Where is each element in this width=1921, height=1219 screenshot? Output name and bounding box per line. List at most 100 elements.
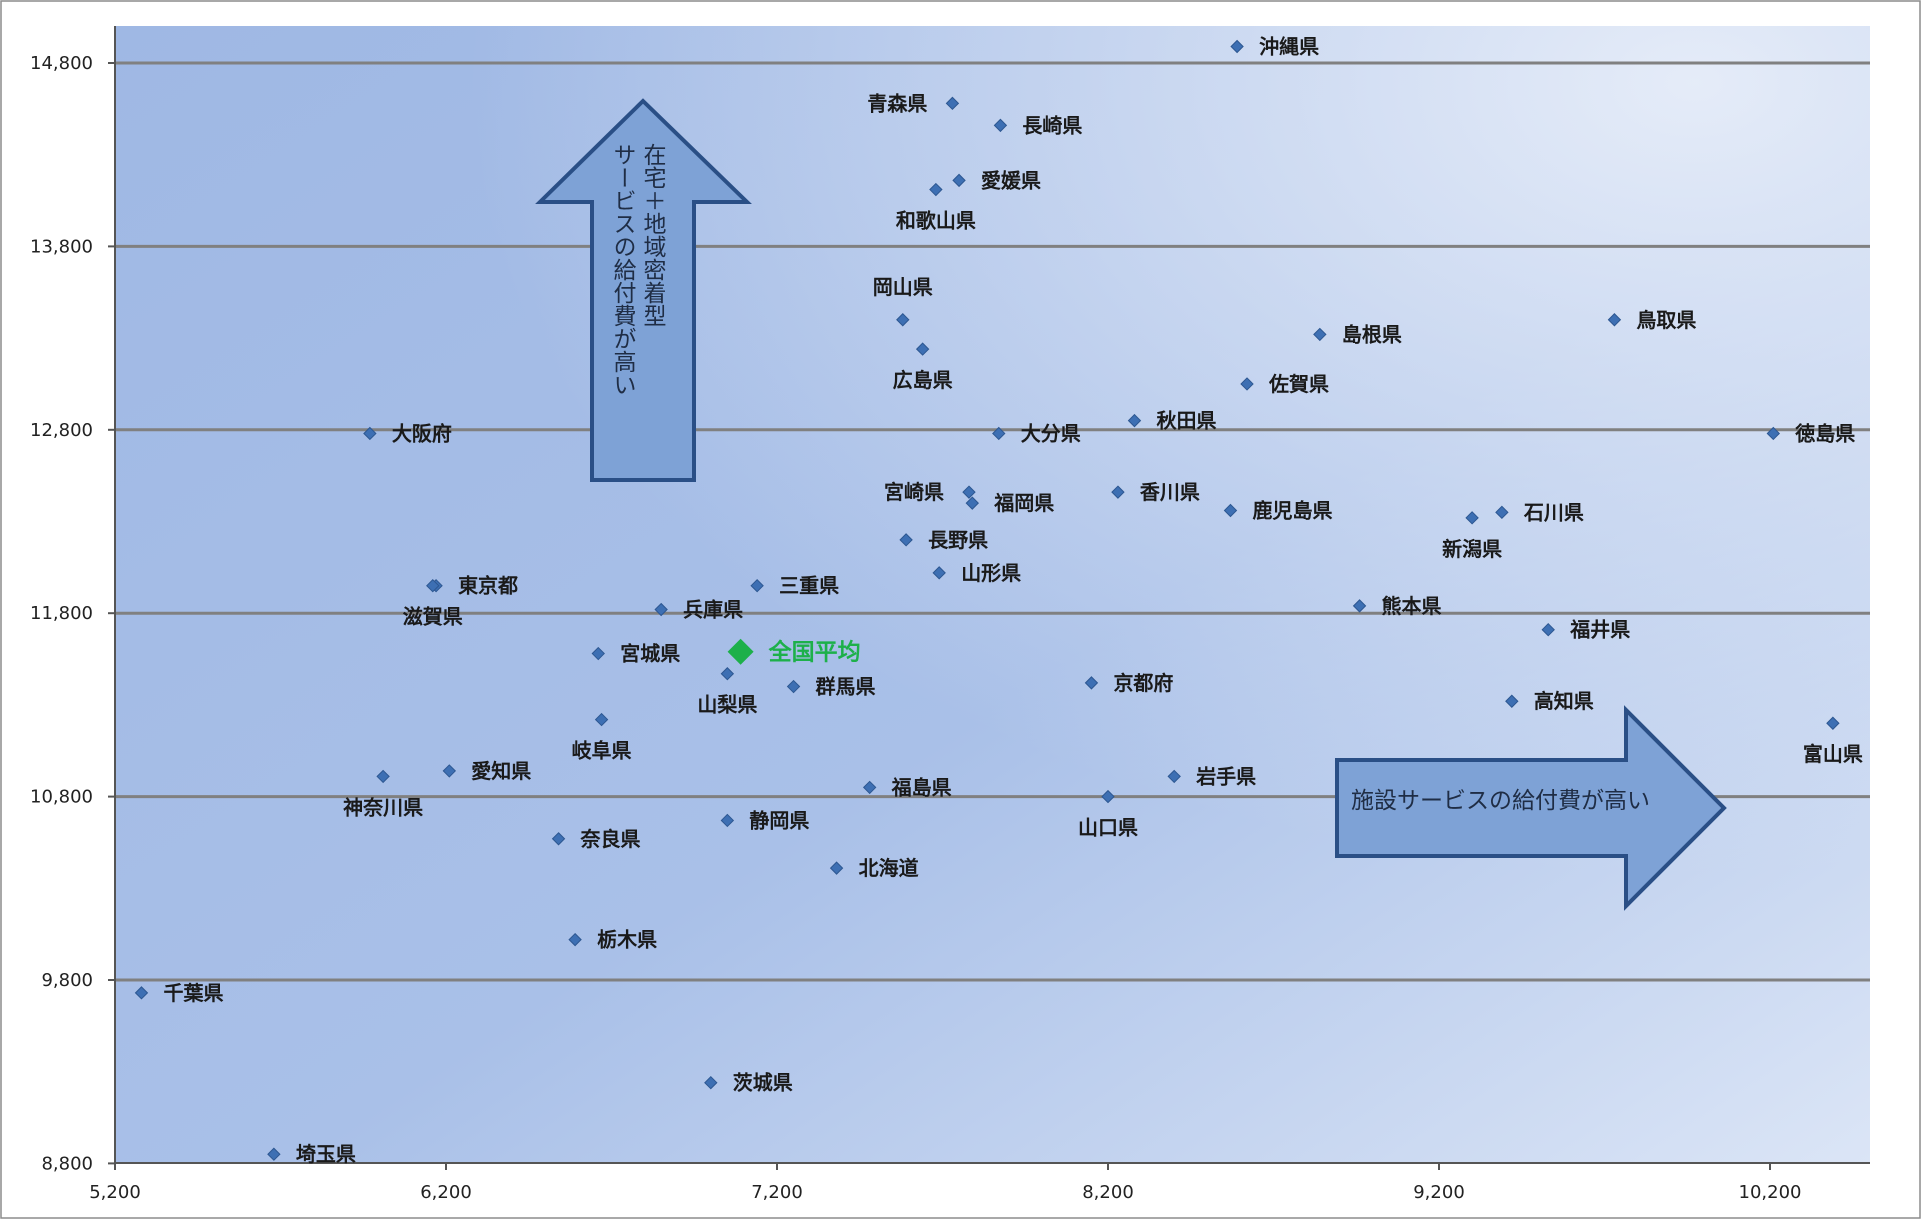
point-label: 香川県 (1140, 480, 1200, 504)
right-arrow-text: 施設サービスの給付費が高い (1351, 788, 1650, 814)
data-point (1495, 505, 1509, 520)
point-label: 静岡県 (749, 808, 809, 832)
data-point (1240, 377, 1254, 391)
data-point (829, 861, 844, 875)
right-arrow: 施設サービスの給付費が高い (1335, 705, 1727, 911)
point-label: 大分県 (1021, 421, 1081, 445)
point-label: 高知県 (1534, 689, 1594, 713)
point-label: 岩手県 (1195, 764, 1256, 788)
data-point (896, 313, 910, 327)
data-point (654, 602, 668, 617)
point-label: 滋賀県 (403, 605, 463, 629)
point-label: 富山県 (1803, 742, 1863, 766)
x-axis-ticks: 5,200 6,200 7,200 8,200 9,200 10,200 (89, 1163, 1801, 1203)
point-label: 山形県 (961, 561, 1021, 585)
right-arrow-shape (1335, 705, 1727, 911)
point-label: 青森県 (867, 91, 927, 115)
data-point (1826, 716, 1840, 730)
point-label: 埼玉県 (296, 1142, 356, 1166)
y-tick-label: 12,800 (30, 420, 93, 441)
point-label: 大阪府 (392, 421, 452, 445)
point-label: 宮城県 (620, 642, 680, 666)
up-arrow-text-line-2: サービスの給付費が高い (609, 143, 637, 396)
y-tick-label: 11,800 (30, 603, 93, 624)
point-label: 栃木県 (597, 928, 657, 952)
point-label: 神奈川県 (343, 795, 423, 819)
data-point (551, 832, 566, 846)
point-label: 京都府 (1113, 671, 1173, 695)
data-point (594, 712, 609, 727)
data-point (915, 342, 930, 356)
data-point (786, 679, 801, 694)
point-label: 三重県 (779, 574, 839, 598)
x-tick-label: 7,200 (751, 1182, 803, 1203)
point-label: 兵庫県 (683, 598, 743, 622)
point-label: 福島県 (891, 775, 952, 799)
data-point (899, 533, 913, 547)
data-point (376, 769, 390, 784)
data-point (1230, 39, 1244, 54)
point-label: 長野県 (928, 528, 988, 552)
data-point (965, 496, 979, 510)
point-label: 福井県 (1569, 618, 1630, 642)
point-label: 佐賀県 (1268, 372, 1329, 396)
y-axis-ticks: 14,800 13,800 12,800 11,800 10,800 9,800 8,800 (30, 53, 115, 1174)
data-point (1313, 327, 1327, 342)
point-label: 新潟県 (1442, 537, 1502, 561)
point-label: 熊本県 (1382, 594, 1442, 618)
data-point (1084, 676, 1099, 690)
y-tick-label: 8,800 (41, 1153, 93, 1174)
up-arrow-text-line-1: 在宅＋地域密着型 (639, 143, 667, 327)
point-label: 鳥取県 (1636, 308, 1696, 332)
data-point (1111, 485, 1125, 499)
y-tick-label: 13,800 (30, 236, 93, 257)
point-label: 広島県 (893, 368, 953, 392)
point-label: 徳島県 (1794, 421, 1855, 445)
data-point (568, 932, 582, 947)
point-label: 東京都 (458, 574, 518, 598)
point-label: 岐阜県 (572, 739, 632, 763)
data-point (1127, 413, 1142, 428)
point-label: 沖縄県 (1259, 34, 1319, 58)
point-label: 山口県 (1078, 816, 1138, 840)
data-point (134, 986, 149, 1000)
average-marker (727, 638, 754, 665)
x-tick-label: 5,200 (89, 1182, 141, 1203)
point-label: 北海道 (859, 856, 919, 880)
point-label: 和歌山県 (896, 209, 976, 233)
data-point (993, 118, 1008, 133)
point-label: 石川県 (1523, 500, 1584, 524)
data-point (267, 1147, 281, 1161)
average-label: 全国平均 (768, 639, 861, 666)
point-label: 岡山県 (873, 275, 933, 299)
data-point (945, 96, 960, 111)
data-point (426, 578, 440, 593)
point-label: 愛媛県 (981, 168, 1041, 192)
y-tick-label: 10,800 (30, 787, 93, 808)
axes (114, 26, 1870, 1164)
data-point (704, 1075, 718, 1090)
x-tick-label: 9,200 (1413, 1182, 1465, 1203)
data-point (1167, 769, 1181, 784)
data-point (442, 764, 457, 778)
point-label: 福岡県 (993, 491, 1054, 515)
data-point (952, 173, 966, 188)
up-arrow-shape (535, 98, 752, 482)
point-label: 宮崎県 (884, 480, 944, 504)
x-tick-label: 6,200 (420, 1182, 472, 1203)
data-point (1465, 511, 1479, 525)
data-point (1505, 694, 1519, 708)
point-label: 秋田県 (1156, 409, 1216, 433)
up-arrow: 在宅＋地域密着型 サービスの給付費が高い (535, 98, 752, 482)
gridlines (115, 61, 1870, 982)
data-point (591, 646, 605, 661)
plot-area-glow (115, 26, 1870, 1163)
x-tick-label: 8,200 (1082, 1182, 1134, 1203)
data-point (1607, 313, 1622, 327)
data-point (929, 182, 943, 197)
data-point (750, 578, 764, 593)
x-tick-label: 10,200 (1739, 1182, 1802, 1203)
point-label: 奈良県 (580, 827, 641, 851)
